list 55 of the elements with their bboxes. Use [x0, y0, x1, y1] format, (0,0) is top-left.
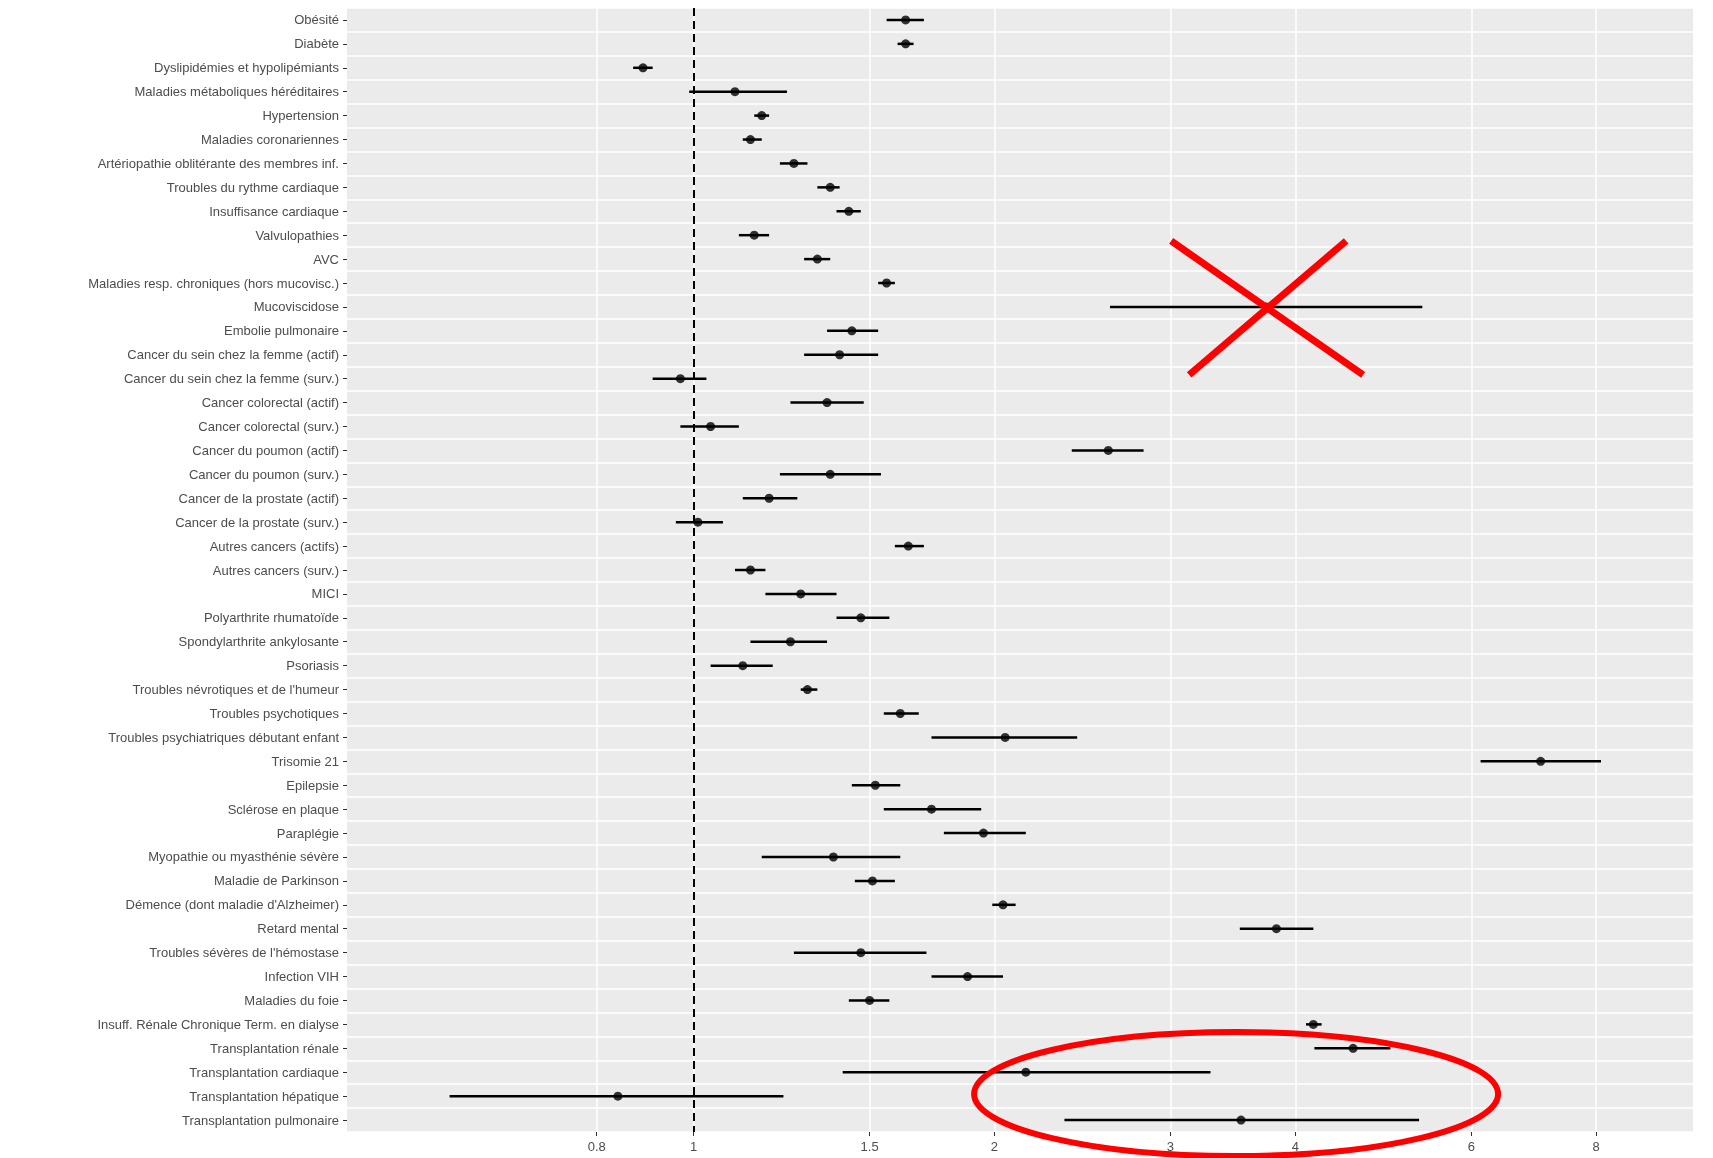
y-tick-label: Transplantation rénale	[210, 1040, 339, 1056]
y-tick-label: Cancer du sein chez la femme (actif)	[127, 347, 339, 363]
y-tick-label: Paraplégie	[276, 825, 339, 841]
y-tick-label: Myopathie ou myasthénie sévère	[148, 849, 339, 865]
y-tick-label: Valvulopathies	[255, 227, 340, 243]
y-tick-label: Trisomie 21	[271, 753, 339, 769]
y-tick-label: Transplantation cardiaque	[189, 1064, 339, 1080]
y-tick-label: Artériopathie oblitérante des membres inf.	[97, 155, 339, 171]
y-tick-label: AVC	[313, 251, 339, 267]
y-tick-label: Maladies coronariennes	[200, 132, 340, 148]
y-tick-label: Retard mental	[257, 921, 340, 937]
y-tick-label: Epilepsie	[286, 777, 339, 793]
y-tick-label: Transplantation pulmonaire	[181, 1112, 339, 1128]
x-tick-label: 8	[1592, 1139, 1600, 1154]
y-tick-label: Sclérose en plaque	[227, 801, 339, 817]
y-tick-label: Cancer du poumon (actif)	[192, 442, 339, 458]
x-tick-label: 0.8	[587, 1139, 606, 1154]
y-tick-label: Démence (dont maladie d'Alzheimer)	[125, 897, 339, 913]
y-tick-label: Troubles sévères de l'hémostase	[149, 945, 339, 961]
y-tick-label: Insuffisance cardiaque	[209, 203, 339, 219]
y-tick-label: Troubles psychotiques	[209, 705, 340, 721]
x-tick-label: 1	[689, 1139, 698, 1154]
x-tick-label: 4	[1291, 1139, 1299, 1154]
y-tick-label: Polyarthrite rhumatoïde	[203, 610, 339, 626]
y-tick-label: Cancer colorectal (surv.)	[198, 419, 339, 435]
x-tick-label: 1.5	[860, 1139, 879, 1154]
x-tick-label: 3	[1166, 1139, 1175, 1154]
y-tick-label: Mucoviscidose	[253, 299, 339, 315]
y-tick-label: Maladies resp. chroniques (hors mucovisc.)	[88, 275, 339, 291]
y-tick-label: Autres cancers (actifs)	[209, 538, 339, 554]
y-tick-label: Cancer du sein chez la femme (surv.)	[123, 371, 339, 387]
y-tick-label: MICI	[311, 586, 339, 602]
y-tick-label: Hypertension	[262, 108, 339, 124]
y-tick-label: Infection VIH	[264, 969, 339, 985]
y-tick-label: Troubles névrotiques et de l'humeur	[132, 682, 340, 698]
x-tick-label: 6	[1467, 1139, 1475, 1154]
y-tick-label: Cancer de la prostate (surv.)	[175, 514, 339, 530]
y-tick-label: Transplantation hépatique	[189, 1088, 339, 1104]
y-tick-label: Embolie pulmonaire	[224, 323, 339, 339]
y-tick-label: Maladie de Parkinson	[213, 873, 339, 889]
y-tick-label: Maladies du foie	[244, 992, 339, 1008]
x-tick-label: 2	[990, 1139, 999, 1154]
y-tick-label: Insuff. Rénale Chronique Term. en dialyse	[97, 1016, 339, 1032]
y-tick-label: Maladies métaboliques héréditaires	[134, 84, 340, 100]
y-tick-label: Spondylarthrite ankylosante	[178, 634, 339, 650]
y-tick-label: Cancer de la prostate (actif)	[178, 490, 339, 506]
y-tick-label: Obésité	[294, 12, 339, 28]
y-tick-label: Psoriasis	[286, 658, 340, 674]
y-tick-label: Troubles du rythme cardiaque	[166, 179, 339, 195]
y-tick-label: Diabète	[294, 36, 339, 52]
y-tick-label: Troubles psychiatriques débutant enfant	[108, 729, 340, 745]
y-tick-label: Cancer du poumon (surv.)	[188, 466, 339, 482]
y-tick-label: Dyslipidémies et hypolipémiants	[154, 60, 340, 76]
y-tick-label: Cancer colorectal (actif)	[201, 395, 339, 411]
y-tick-label: Autres cancers (surv.)	[212, 562, 339, 578]
